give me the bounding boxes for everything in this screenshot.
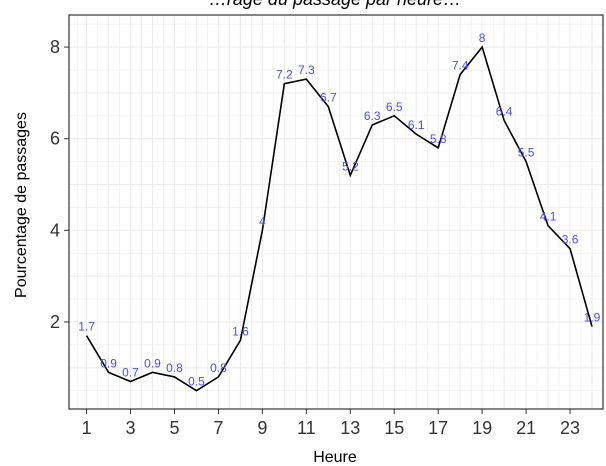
y-tick-label: 2 [50, 312, 60, 332]
x-tick-label: 21 [516, 418, 536, 438]
data-label: 0.9 [144, 356, 161, 370]
data-label: 5.5 [518, 146, 535, 160]
y-axis-title: Pourcentage de passages [13, 112, 30, 298]
x-tick-label: 3 [126, 418, 136, 438]
x-axis-ticks: 1 3 5 7 9 11 13 15 17 19 21 23 [82, 409, 580, 438]
y-tick-label: 6 [50, 129, 60, 149]
data-label: 5.8 [430, 132, 447, 146]
data-label: 0.7 [122, 366, 139, 380]
x-tick-label: 11 [297, 418, 316, 438]
data-label: 3.6 [562, 233, 579, 247]
data-label: 6.5 [386, 100, 403, 114]
x-tick-label: 15 [384, 418, 404, 438]
data-label: 7.4 [452, 59, 469, 73]
data-labels: 1.7 0.9 0.7 0.9 0.8 0.5 0.8 1.6 4 7.2 7.3 6.7 5.2 6.3… [78, 31, 600, 389]
data-label: 7.2 [276, 68, 293, 82]
x-tick-label: 23 [560, 418, 580, 438]
y-tick-label: 8 [50, 37, 60, 57]
data-label: 4.1 [540, 210, 557, 224]
data-label: 0.8 [166, 361, 183, 375]
data-label: 1.7 [78, 320, 95, 334]
data-label: 6.4 [496, 104, 513, 118]
data-label: 5.2 [342, 159, 359, 173]
data-label: 4 [259, 214, 266, 228]
data-label: 0.8 [210, 361, 227, 375]
data-label: 6.7 [320, 91, 337, 105]
chart-title: …rage du passage par heure… [209, 0, 461, 9]
y-axis-ticks: 2 4 6 8 [50, 37, 69, 332]
data-label: 0.5 [188, 375, 205, 389]
data-label: 1.6 [232, 324, 249, 338]
x-tick-label: 5 [169, 418, 179, 438]
data-label: 6.3 [364, 109, 381, 123]
x-tick-label: 17 [428, 418, 448, 438]
x-axis-title: Heure [313, 449, 357, 466]
data-label: 1.9 [584, 311, 601, 325]
data-label: 6.1 [408, 118, 425, 132]
panel-border [68, 14, 604, 410]
grid-major [69, 15, 603, 409]
x-tick-label: 13 [340, 418, 360, 438]
grid-minor [69, 15, 603, 409]
x-tick-label: 9 [257, 418, 267, 438]
x-tick-label: 1 [82, 418, 92, 438]
y-tick-label: 4 [50, 220, 60, 240]
x-tick-label: 7 [213, 418, 223, 438]
data-label: 0.9 [100, 356, 117, 370]
x-tick-label: 19 [472, 418, 492, 438]
series-line [85, 45, 593, 392]
data-label: 7.3 [298, 63, 315, 77]
data-label: 8 [479, 31, 486, 45]
